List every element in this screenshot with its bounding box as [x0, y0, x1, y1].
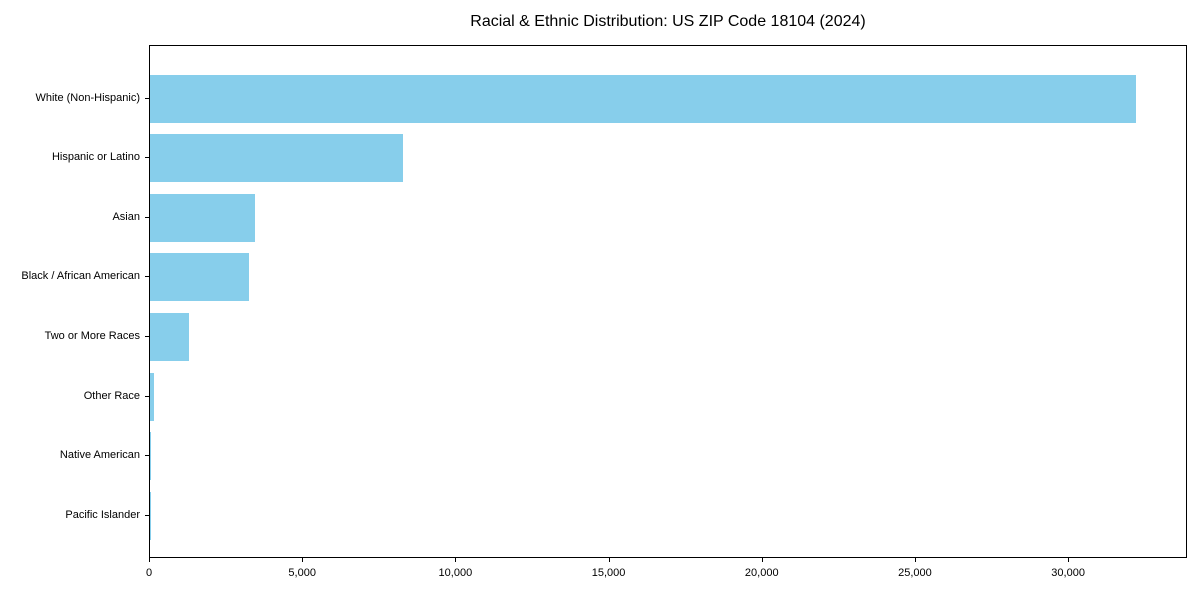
- y-tick-label: Black / African American: [21, 270, 140, 283]
- plot-area: [149, 45, 1187, 558]
- x-tick-label: 25,000: [898, 567, 932, 579]
- bar: [150, 313, 189, 362]
- bar: [150, 193, 255, 242]
- y-tick: [145, 216, 149, 218]
- x-tick-label: 30,000: [1051, 567, 1085, 579]
- y-tick: [145, 455, 149, 457]
- bar: [150, 253, 249, 302]
- y-tick: [145, 514, 149, 516]
- y-tick-label: Two or More Races: [44, 330, 140, 343]
- x-tick-label: 15,000: [591, 567, 626, 579]
- y-tick-label: White (Non-Hispanic): [35, 91, 140, 104]
- y-tick-label: Other Race: [83, 389, 140, 402]
- y-tick-label: Pacific Islander: [65, 508, 140, 521]
- y-tick-label: Hispanic or Latino: [51, 151, 140, 164]
- x-tick: [149, 558, 150, 562]
- y-tick: [145, 97, 149, 99]
- bar: [150, 372, 155, 421]
- x-tick-label: 0: [145, 567, 153, 579]
- x-tick: [1068, 558, 1070, 562]
- bar: [150, 432, 152, 481]
- y-tick: [145, 157, 149, 159]
- x-tick: [761, 558, 763, 562]
- x-tick: [914, 558, 916, 562]
- y-tick: [145, 395, 149, 397]
- x-tick-label: 5,000: [288, 567, 316, 579]
- y-tick-label: Native American: [59, 449, 140, 462]
- bar: [150, 74, 1136, 123]
- x-tick: [302, 558, 304, 562]
- chart-title: Racial & Ethnic Distribution: US ZIP Cod…: [470, 13, 866, 30]
- y-tick-label: Asian: [112, 210, 140, 223]
- x-tick: [608, 558, 610, 562]
- y-tick: [145, 336, 149, 338]
- x-tick-label: 10,000: [438, 567, 473, 579]
- y-tick: [145, 276, 149, 278]
- x-tick: [455, 558, 457, 562]
- x-tick-label: 20,000: [744, 567, 779, 579]
- bar: [150, 134, 404, 183]
